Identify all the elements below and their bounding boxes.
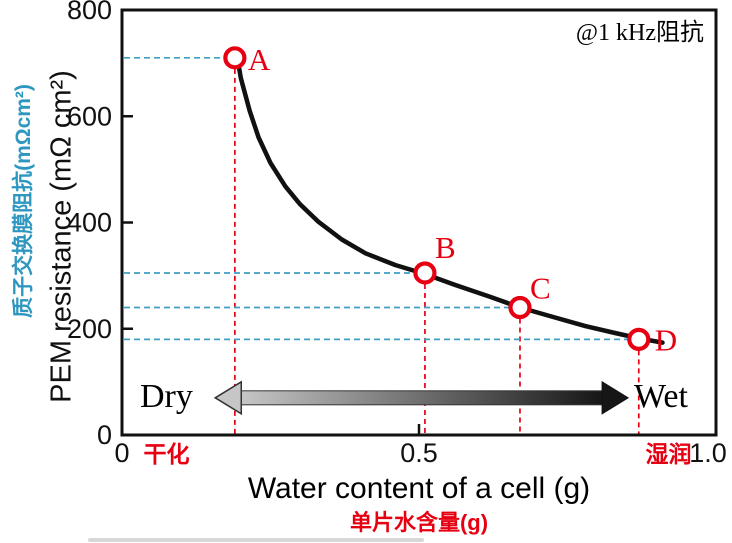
annotation-1khz-impedance: @1 kHz阻抗: [575, 20, 704, 46]
point-marker-B: [413, 261, 437, 285]
point-marker-A: [223, 46, 247, 70]
y-axis-label: PEM resistance (mΩ cm²): [45, 70, 78, 403]
y-tick-label-4: 800: [67, 0, 112, 25]
resistance-curve: [234, 50, 665, 345]
arrow-label-wet: Wet: [634, 378, 688, 415]
x-axis-annotation-1: 湿润: [645, 441, 691, 467]
point-marker-C: [508, 295, 532, 320]
y-tick-label-2: 400: [67, 208, 112, 238]
x-axis-label-cn: 单片水含量(g): [349, 510, 489, 535]
arrow-label-dry: Dry: [140, 378, 193, 415]
x-tick-label-0: 0: [114, 438, 129, 468]
dry-wet-arrow-shaft: [239, 390, 604, 406]
x-tick-label-2: 1.0: [689, 438, 727, 468]
y-tick-label-1: 200: [67, 314, 112, 344]
point-marker-D: [627, 327, 651, 351]
bottom-gray-bar: [88, 538, 424, 542]
point-label-D: D: [655, 322, 677, 357]
point-label-C: C: [530, 271, 551, 306]
y-tick-label-0: 0: [97, 420, 112, 450]
y-axis-label-cn: 质子交换膜阻抗(mΩcm²): [12, 84, 35, 318]
x-axis-label: Water content of a cell (g): [247, 472, 591, 505]
arrow-head-left-icon: [213, 380, 243, 416]
plot-border: [120, 8, 718, 437]
arrow-head-right-icon: [601, 380, 630, 415]
point-label-A: A: [248, 42, 271, 77]
x-axis-annotation-0: 干化: [144, 441, 190, 467]
y-tick-label-3: 600: [67, 101, 112, 131]
point-label-B: B: [435, 230, 456, 265]
x-tick-label-1: 0.5: [400, 438, 438, 468]
